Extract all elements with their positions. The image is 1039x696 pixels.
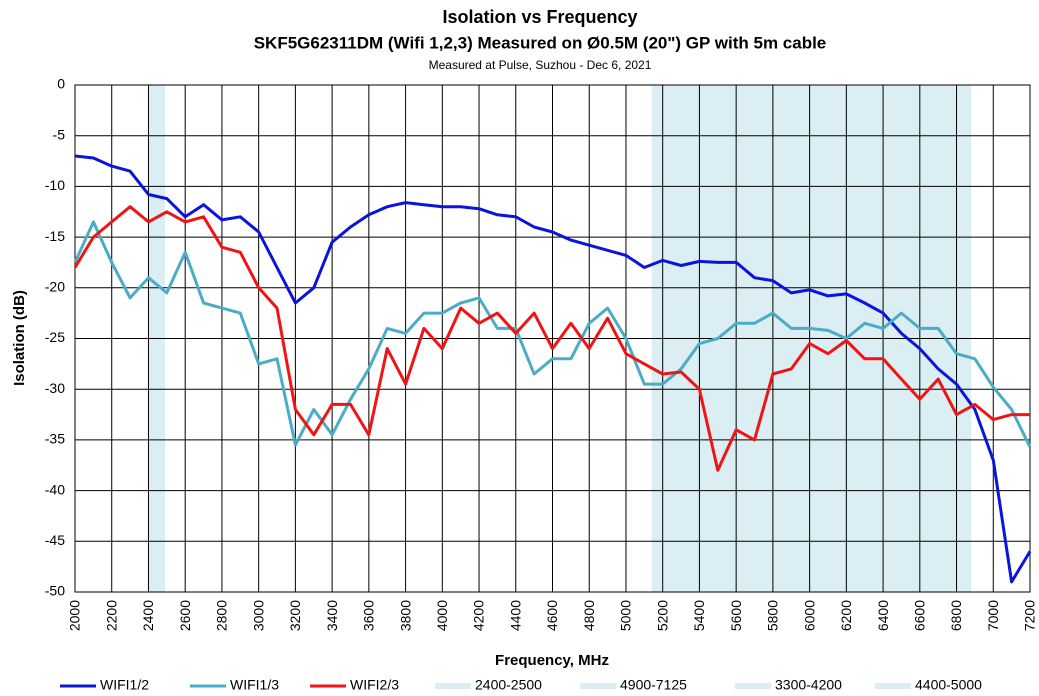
legend-label: WIFI1/3 <box>230 677 279 693</box>
data-line <box>74 154 1032 584</box>
x-tick-label: 5200 <box>654 600 670 631</box>
x-tick-label: 3800 <box>397 600 413 631</box>
x-tick-label: 5000 <box>618 600 634 631</box>
x-tick-label: 2600 <box>177 600 193 631</box>
x-tick-label: 4200 <box>471 600 487 631</box>
plot-frame <box>74 84 1031 593</box>
y-tick-label: 0 <box>57 76 65 92</box>
y-tick-label: -15 <box>45 228 65 244</box>
y-tick-label: -20 <box>45 279 65 295</box>
x-tick-label: 2000 <box>67 600 83 631</box>
x-axis-label: Frequency, MHz <box>495 652 609 669</box>
y-tick-label: -45 <box>45 532 65 548</box>
x-tick-label: 4400 <box>507 600 523 631</box>
chart-title: Isolation vs Frequency <box>442 7 637 27</box>
legend-label: WIFI2/3 <box>350 677 399 693</box>
y-tick-label: -10 <box>45 177 65 193</box>
data-line <box>73 205 1030 472</box>
y-axis-label: Isolation (dB) <box>11 290 28 386</box>
legend-label: 4900-7125 <box>620 677 687 693</box>
x-tick-label: 4000 <box>434 600 450 631</box>
x-tick-label: 5600 <box>728 600 744 631</box>
y-tick-label: -40 <box>45 481 65 497</box>
x-tick-label: 5400 <box>691 600 707 631</box>
x-tick-label: 6200 <box>838 600 854 631</box>
chart-subtitle: SKF5G62311DM (Wifi 1,2,3) Measured on Ø0… <box>254 33 827 52</box>
x-tick-label: 4800 <box>581 600 597 631</box>
x-tick-label: 3600 <box>361 600 377 631</box>
x-tick-label: 2800 <box>214 600 230 631</box>
x-tick-label: 5800 <box>765 600 781 631</box>
x-tick-label: 6000 <box>801 600 817 631</box>
y-tick-label: -5 <box>53 126 66 142</box>
y-tick-label: -25 <box>45 329 65 345</box>
y-tick-label: -50 <box>45 583 65 599</box>
legend-label: 2400-2500 <box>475 677 542 693</box>
x-tick-label: 6800 <box>948 600 964 631</box>
legend-label: 3300-4200 <box>775 677 842 693</box>
chart-note: Measured at Pulse, Suzhou - Dec 6, 2021 <box>429 58 652 72</box>
x-tick-label: 7000 <box>985 600 1001 631</box>
x-tick-label: 6400 <box>875 600 891 631</box>
y-tick-label: -30 <box>45 380 65 396</box>
x-tick-label: 2200 <box>103 600 119 631</box>
x-tick-label: 3400 <box>324 600 340 631</box>
x-tick-label: 2400 <box>140 600 156 631</box>
data-line <box>73 220 1032 448</box>
legend-label: WIFI1/2 <box>100 677 149 693</box>
x-tick-label: 6600 <box>912 600 928 631</box>
x-tick-label: 4600 <box>544 600 560 631</box>
x-tick-label: 7200 <box>1022 600 1038 631</box>
y-tick-label: -35 <box>45 431 65 447</box>
x-tick-label: 3200 <box>287 600 303 631</box>
x-tick-label: 3000 <box>250 600 266 631</box>
legend-label: 4400-5000 <box>915 677 982 693</box>
